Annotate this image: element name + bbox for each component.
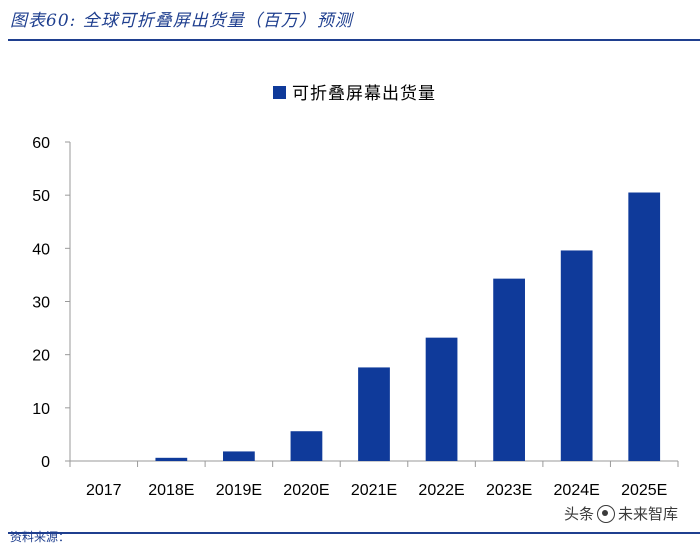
bar-2025E: [628, 192, 661, 461]
legend: 可折叠屏幕出货量: [273, 84, 436, 104]
y-axis: 0 10 20 30 40 50 60: [32, 135, 71, 471]
bar-2023E: [493, 278, 525, 461]
source-note: 资料来源：: [10, 530, 71, 544]
bar-2024E: [560, 250, 593, 461]
bar-2022E: [425, 337, 458, 461]
bottom-divider: [8, 532, 700, 534]
x-tick-label: 2024E: [554, 482, 600, 499]
x-axis: 2017 2018E 2019E 2020E 2021E 2022E 2023E 2024E 2…: [69, 460, 679, 499]
bar-2018E: [155, 457, 188, 461]
y-tick-label: 10: [32, 401, 50, 418]
x-tick-label: 2019E: [216, 482, 262, 499]
title-divider: [8, 39, 700, 41]
y-tick-label: 0: [41, 454, 50, 471]
y-tick-label: 50: [32, 188, 50, 205]
x-tick-label: 2022E: [418, 482, 464, 499]
watermark-left-text: 头条: [563, 505, 594, 523]
x-tick-label: 2023E: [486, 482, 532, 499]
y-tick-label: 40: [32, 241, 50, 258]
bar-2021E: [358, 367, 390, 461]
bar-2020E: [290, 431, 323, 461]
figure-title: 图表60: 全球可折叠屏出货量（百万）预测: [10, 11, 353, 31]
x-tick-label: 2017: [86, 482, 122, 499]
bar-2019E: [223, 451, 255, 461]
x-tick-label: 2020E: [283, 482, 329, 499]
legend-label: 可折叠屏幕出货量: [292, 84, 436, 104]
x-tick-label: 2025E: [621, 482, 667, 499]
y-tick-label: 30: [32, 295, 50, 312]
x-tick-label: 2018E: [148, 482, 194, 499]
x-tick-label: 2021E: [351, 482, 397, 499]
bars: [155, 192, 661, 461]
watermark: 头条 未来智库: [564, 503, 678, 524]
camera-icon: [596, 504, 615, 523]
y-tick-label: 20: [32, 348, 50, 365]
y-tick-label: 60: [32, 135, 50, 152]
legend-swatch: [273, 86, 286, 99]
watermark-right-text: 未来智库: [617, 505, 678, 523]
